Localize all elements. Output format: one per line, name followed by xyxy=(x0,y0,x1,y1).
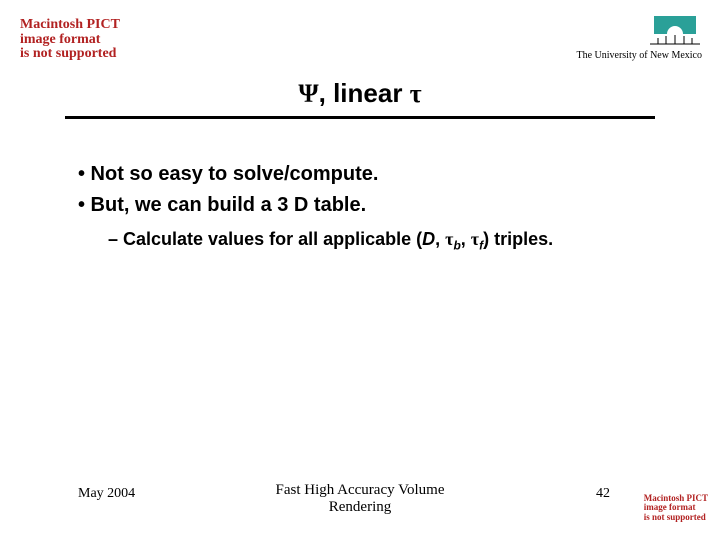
pict-line: Macintosh PICT xyxy=(20,18,120,33)
title-tau: τ xyxy=(410,79,422,108)
unm-header: The University of New Mexico xyxy=(576,12,702,61)
pict-warning-bottom: Macintosh PICT image format is not suppo… xyxy=(644,494,708,522)
pict-line: is not supported xyxy=(20,47,120,62)
pict-line: is not supported xyxy=(644,513,708,522)
footer-title: Fast High Accuracy Volume Rendering xyxy=(0,482,720,517)
sub-bullet: – Calculate values for all applicable (D… xyxy=(108,226,678,255)
pict-line: image format xyxy=(20,33,120,48)
footer-page: 42 xyxy=(596,486,610,502)
sub-prefix: – Calculate values for all applicable ( xyxy=(108,229,422,249)
slide-title: Ψ, linear τ xyxy=(0,78,720,109)
bullet-2: • But, we can build a 3 D table. xyxy=(78,191,678,220)
sub-c2: , xyxy=(461,229,471,249)
title-mid: , linear xyxy=(319,78,410,108)
unm-logo-icon xyxy=(648,12,702,48)
footer-title-l2: Rendering xyxy=(329,499,391,515)
unm-label: The University of New Mexico xyxy=(576,50,702,61)
pict-warning-top: Macintosh PICT image format is not suppo… xyxy=(20,18,120,62)
bullet-1: • Not so easy to solve/compute. xyxy=(78,160,678,189)
sub-b: b xyxy=(453,239,460,253)
title-underline xyxy=(65,116,655,119)
title-psi: Ψ xyxy=(298,79,318,108)
sub-c1: , xyxy=(435,229,445,249)
sub-tau2: τ xyxy=(471,229,479,249)
sub-suffix: ) triples. xyxy=(483,229,553,249)
bullet-list: • Not so easy to solve/compute. • But, w… xyxy=(78,160,678,255)
footer-title-l1: Fast High Accuracy Volume xyxy=(275,482,444,498)
sub-D: D xyxy=(422,229,435,249)
